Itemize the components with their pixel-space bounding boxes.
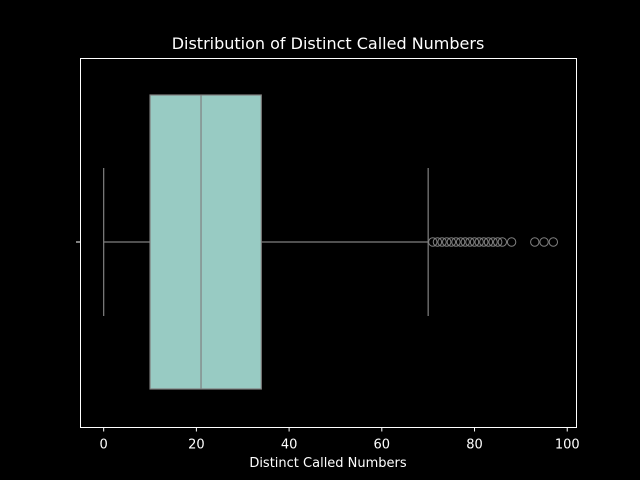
outlier-point: [488, 237, 498, 247]
outlier-point: [437, 237, 447, 247]
outlier-point: [492, 237, 503, 247]
outlier-point: [539, 237, 549, 247]
x-axis-label: Distinct Called Numbers: [249, 456, 407, 471]
outlier-point: [432, 237, 443, 247]
x-tick-label: 100: [555, 438, 580, 453]
outlier-point: [479, 237, 489, 247]
x-tick-label: 40: [281, 438, 298, 453]
outlier-point: [455, 237, 466, 247]
outlier-point: [497, 237, 508, 247]
outlier-point: [483, 237, 494, 247]
x-axis: 0 20 40 60 80 100: [100, 427, 580, 453]
outlier-point: [506, 237, 517, 247]
outlier-point: [469, 237, 480, 247]
outlier-point: [428, 237, 438, 247]
outlier-point: [442, 237, 452, 247]
plot-area: [103, 94, 559, 390]
outlier-point: [465, 237, 475, 247]
plot-frame: [80, 58, 577, 428]
outlier-point: [474, 237, 484, 247]
x-tick-label: 20: [188, 438, 205, 453]
iqr-box: [149, 94, 262, 390]
outlier-layer: [428, 237, 559, 247]
x-tick-label: 0: [100, 438, 108, 453]
x-tick-label: 80: [466, 438, 483, 453]
box-layer: [149, 94, 262, 390]
outlier-point: [530, 237, 540, 247]
chart-title: Distribution of Distinct Called Numbers: [172, 34, 485, 53]
outlier-point: [451, 237, 461, 247]
outlier-point: [460, 237, 470, 247]
x-tick-label: 60: [374, 438, 391, 453]
outlier-point: [548, 237, 559, 247]
outlier-point: [446, 237, 457, 247]
